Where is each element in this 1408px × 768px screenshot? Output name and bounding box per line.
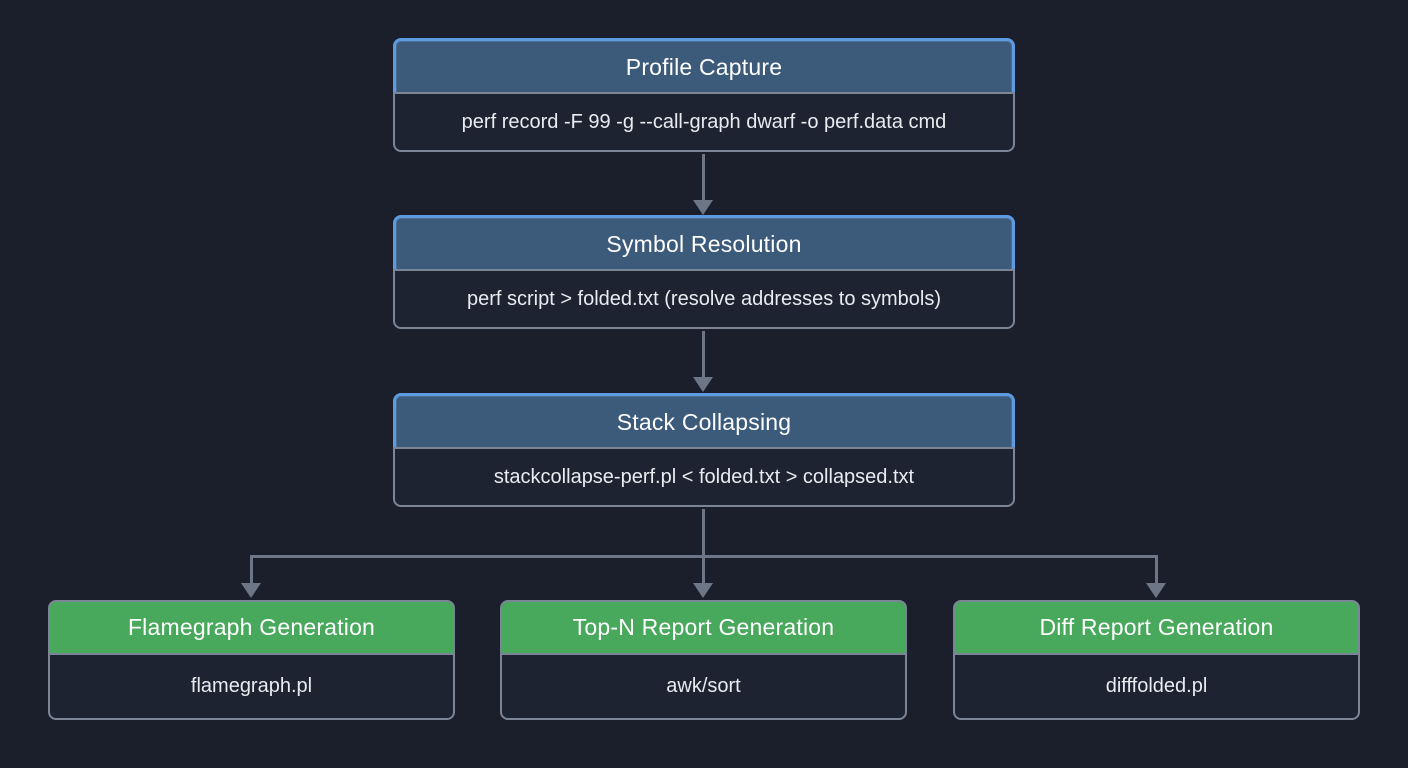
node-profile-capture-header: Profile Capture [393, 38, 1015, 93]
node-title: Diff Report Generation [1039, 614, 1274, 640]
node-title: Stack Collapsing [616, 408, 792, 435]
node-diff-report-generation-body: difffolded.pl [953, 653, 1360, 720]
edge-symbol-to-stack [702, 331, 705, 378]
arrowhead-down-icon [693, 377, 713, 392]
arrowhead-down-icon [693, 200, 713, 215]
edge-branch-to-topn [702, 555, 705, 584]
node-stack-collapsing: Stack Collapsing stackcollapse-perf.pl <… [393, 393, 1015, 507]
edge-profile-to-symbol [702, 154, 705, 201]
node-command: difffolded.pl [1105, 675, 1208, 697]
node-command: flamegraph.pl [190, 675, 313, 697]
node-stack-collapsing-header: Stack Collapsing [393, 393, 1015, 448]
node-symbol-resolution-header: Symbol Resolution [393, 215, 1015, 270]
edge-stack-branch-stem [702, 509, 705, 557]
node-stack-collapsing-body: stackcollapse-perf.pl < folded.txt > col… [393, 447, 1015, 507]
node-title: Symbol Resolution [606, 230, 802, 257]
edge-branch-to-flamegraph [250, 555, 253, 584]
node-top-n-report-generation: Top-N Report Generation awk/sort [500, 600, 907, 720]
node-command: stackcollapse-perf.pl < folded.txt > col… [493, 465, 915, 488]
node-command: perf record -F 99 -g --call-graph dwarf … [461, 110, 947, 133]
node-symbol-resolution: Symbol Resolution perf script > folded.t… [393, 215, 1015, 329]
arrowhead-down-icon [241, 583, 261, 598]
node-diff-report-generation: Diff Report Generation difffolded.pl [953, 600, 1360, 720]
node-title: Profile Capture [625, 53, 783, 80]
node-title: Flamegraph Generation [127, 614, 376, 640]
arrowhead-down-icon [693, 583, 713, 598]
node-profile-capture-body: perf record -F 99 -g --call-graph dwarf … [393, 92, 1015, 152]
node-diff-report-generation-header: Diff Report Generation [953, 600, 1360, 653]
node-flamegraph-generation: Flamegraph Generation flamegraph.pl [48, 600, 455, 720]
node-top-n-report-generation-body: awk/sort [500, 653, 907, 720]
node-flamegraph-generation-header: Flamegraph Generation [48, 600, 455, 653]
arrowhead-down-icon [1146, 583, 1166, 598]
node-command: awk/sort [666, 675, 741, 697]
node-command: perf script > folded.txt (resolve addres… [466, 287, 942, 310]
node-title: Top-N Report Generation [572, 614, 835, 640]
node-profile-capture: Profile Capture perf record -F 99 -g --c… [393, 38, 1015, 152]
node-top-n-report-generation-header: Top-N Report Generation [500, 600, 907, 653]
node-symbol-resolution-body: perf script > folded.txt (resolve addres… [393, 269, 1015, 329]
node-flamegraph-generation-body: flamegraph.pl [48, 653, 455, 720]
edge-branch-to-diff [1155, 555, 1158, 584]
